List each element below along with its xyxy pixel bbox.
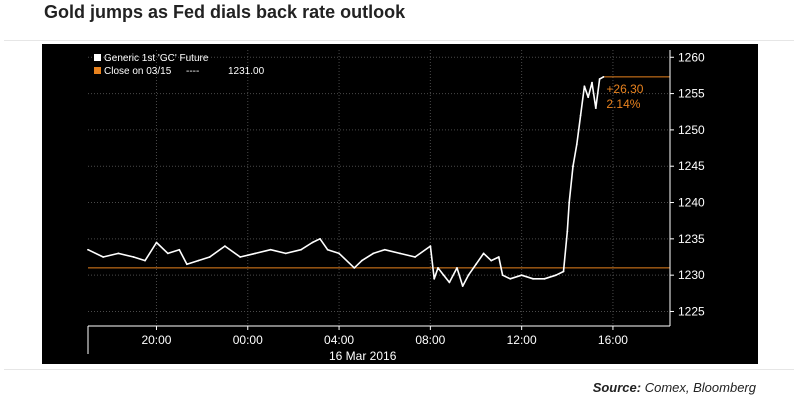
gold-futures-point [239,256,242,258]
legend-label-series: Generic 1st 'GC' Future [104,53,209,64]
gold-futures-point [532,277,534,280]
gold-futures-point [284,252,287,255]
gold-futures-point [562,270,565,273]
y-tick-label: 1225 [678,304,705,318]
gold-futures-point [338,252,340,255]
gold-futures-point [254,252,257,255]
gold-futures-point [300,248,302,251]
gold-futures-point [155,241,158,244]
y-tick-label: 1245 [678,159,705,173]
gold-futures-point [186,263,188,266]
gold-futures-point [442,274,445,277]
x-tick-label: 20:00 [141,333,171,347]
gold-futures-point [319,237,321,240]
gold-futures-point [572,165,574,168]
gold-futures-point [372,252,375,255]
gold-futures-point [224,245,226,248]
chart-frame [4,40,794,370]
gold-futures-point [554,274,557,277]
x-tick-label: 08:00 [415,333,445,347]
gold-futures-point [102,256,105,258]
gold-futures-point [497,256,500,258]
gold-futures-line [87,76,604,287]
gold-futures-point [144,259,146,262]
gold-futures-point [132,256,135,258]
legend-close-value: 1231.00 [228,66,265,77]
gold-futures-point [311,241,314,244]
y-tick-label: 1240 [678,196,705,210]
x-tick-label: 16:00 [598,333,628,347]
gold-futures-point [467,274,470,277]
gold-futures-point [429,245,432,248]
gold-futures-point [598,78,601,80]
price-chart: +26.302.14% 1225 1230 1235 1240 1245 1250 1255… [87,50,705,363]
legend-label-close: Close on 03/15 [104,66,172,77]
gold-futures-point [594,107,597,110]
chart-panel: +26.30 2.14% 1225 1230 1235 1240 1245 1250 1255… [42,44,758,364]
change-annotation: 2.14% [606,97,640,111]
gold-futures-point [456,266,458,269]
gold-futures-point [566,230,569,233]
gold-futures-point [587,96,590,99]
x-tick-label: 00:00 [233,333,263,347]
source-label: Source: [592,380,642,395]
legend-dashes: ---- [186,66,199,77]
chart-title: Gold jumps as Fed dials back rate outloo… [44,2,406,22]
gold-futures-point [568,201,571,204]
gold-futures-point [482,252,485,255]
y-tick-label: 1250 [678,123,705,137]
gold-futures-point [117,252,120,255]
change-annotation: +26.30 [606,82,643,96]
legend-swatch-close [94,67,101,74]
source-text: Comex, Bloomberg [644,380,756,395]
gold-futures-point [433,277,436,280]
gold-futures-point [87,248,89,251]
x-tick-label: 04:00 [324,333,354,347]
y-tick-label: 1260 [678,50,705,64]
gold-futures-point [602,75,605,78]
x-tick-label: 12:00 [507,333,537,347]
gold-futures-point [166,252,169,255]
gold-futures-point [178,248,181,251]
y-tick-label: 1230 [678,268,705,282]
source-note: Source: Comex, Bloomberg [593,380,756,395]
y-tick-label: 1235 [678,232,705,246]
gold-futures-point [437,266,439,269]
gold-futures-point [509,277,512,280]
gold-futures-point [326,248,329,251]
gold-futures-point [360,259,363,262]
gold-futures-point [399,252,401,255]
gold-futures-point [448,281,451,284]
gold-futures-point [383,248,386,251]
gold-futures-point [579,114,582,117]
gold-futures-point [353,266,356,269]
date-label: 16 Mar 2016 [329,349,397,363]
gold-futures-point [543,277,546,280]
gold-futures-point [583,85,586,88]
gold-futures-point [501,274,504,277]
gold-futures-point [475,263,477,266]
gold-futures-point [197,259,200,262]
legend-swatch-series [94,54,101,61]
gold-futures-point [575,143,578,146]
gold-futures-point [461,285,464,287]
y-tick-label: 1255 [678,87,705,101]
gold-futures-point [414,256,417,258]
gold-futures-point [591,81,593,84]
gold-futures-point [520,274,523,277]
gold-futures-point [490,259,493,262]
gold-futures-point [269,248,272,251]
gold-futures-point [208,256,211,258]
